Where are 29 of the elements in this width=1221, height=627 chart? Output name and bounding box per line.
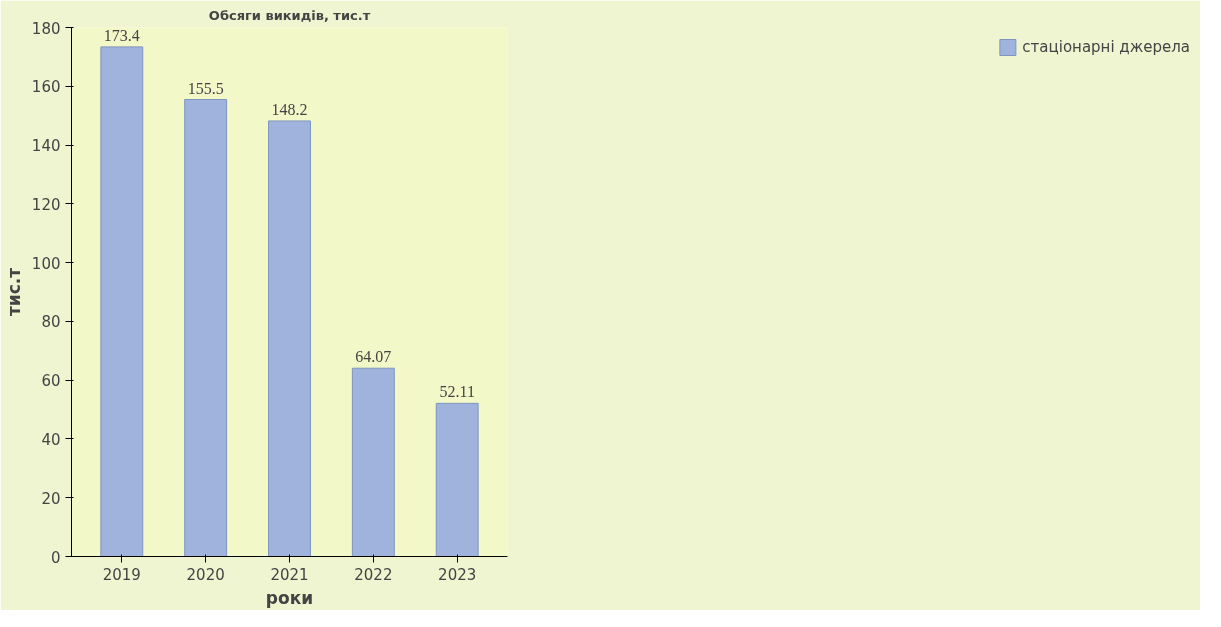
x-tick-label: 2023: [438, 565, 477, 584]
y-tick-label: 100: [31, 254, 61, 273]
bar: [184, 99, 228, 557]
data-label: 52.11: [439, 383, 475, 401]
chart-title: Обсяги викидів, тис.т: [208, 7, 371, 23]
x-axis-title: роки: [265, 587, 314, 608]
y-tick-label: 120: [31, 195, 61, 214]
y-tick-label: 180: [31, 19, 61, 38]
data-label: 148.2: [271, 100, 308, 118]
y-tick-label: 40: [41, 430, 61, 449]
x-tick-label: 2020: [186, 565, 225, 584]
x-tick-label: 2022: [354, 565, 393, 584]
x-tick-label: 2021: [270, 565, 309, 584]
legend-label: стаціонарні джерела: [1022, 38, 1190, 56]
data-label: 155.5: [187, 79, 224, 97]
y-axis-title: тис.т: [3, 267, 24, 317]
data-label: 64.07: [355, 348, 392, 366]
y-tick-label: 60: [41, 372, 61, 391]
x-tick-label: 2019: [102, 565, 141, 584]
data-label: 173.4: [103, 26, 140, 44]
bar: [268, 120, 311, 557]
y-tick-label: 80: [41, 313, 61, 332]
y-tick-label: 20: [41, 489, 61, 508]
bar: [351, 367, 395, 557]
bar: [435, 402, 479, 557]
bar: [100, 46, 144, 557]
y-tick-label: 140: [31, 137, 61, 156]
y-tick-label: 0: [50, 548, 61, 567]
y-tick-label: 160: [31, 78, 61, 97]
